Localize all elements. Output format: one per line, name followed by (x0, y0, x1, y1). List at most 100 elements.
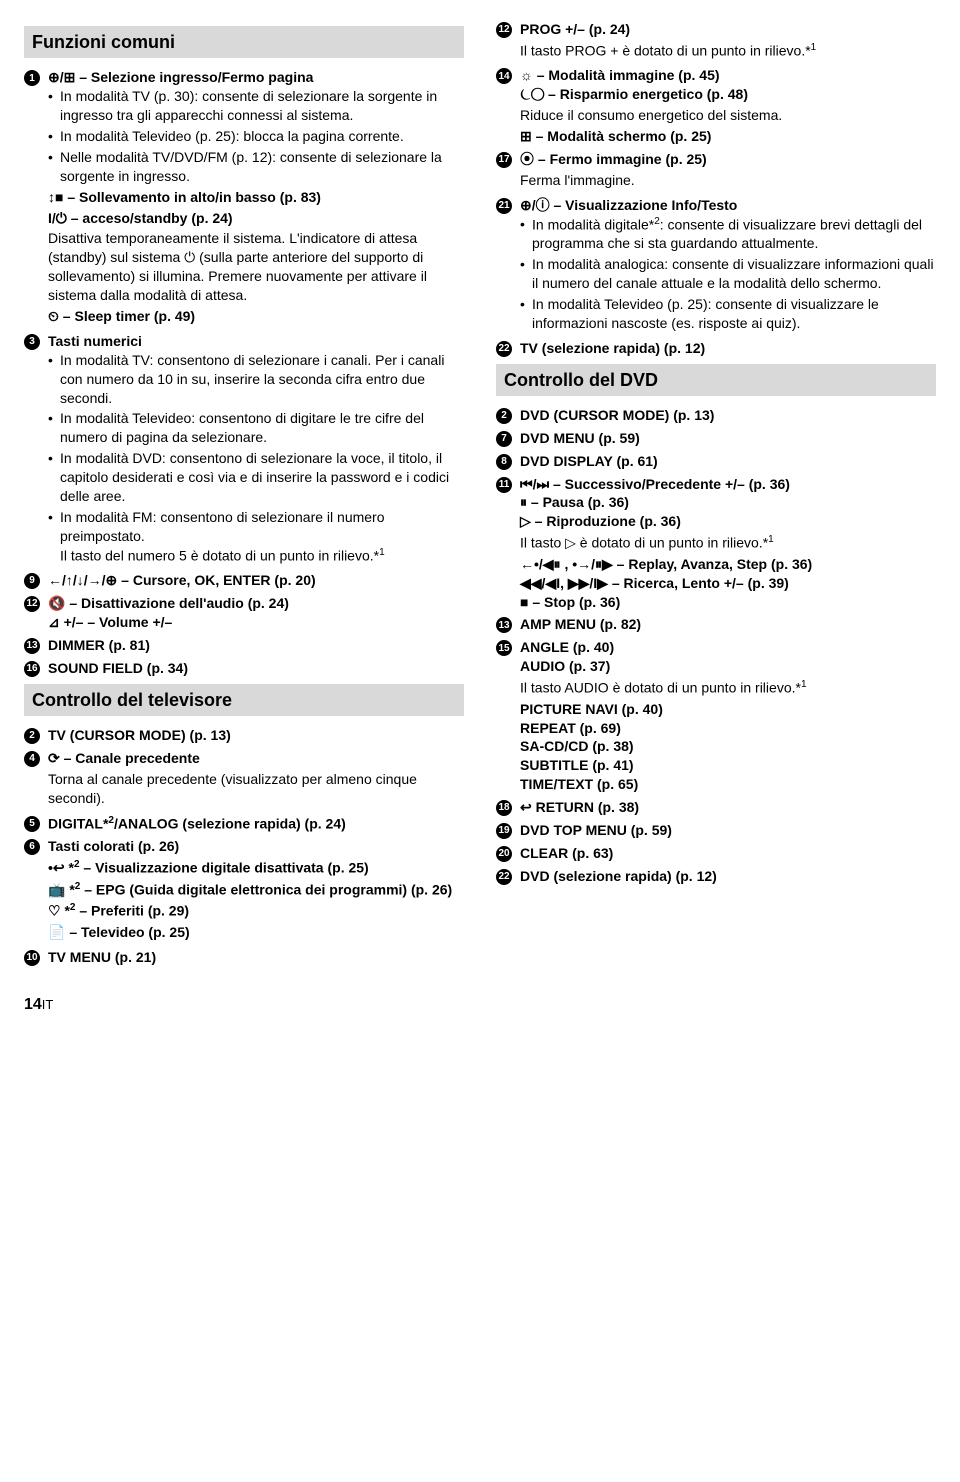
item-17: 17 ⦿ – Fermo immagine (p. 25) Ferma l'im… (496, 150, 936, 192)
item-12: 12 🔇 – Disattivazione dell'audio (p. 24)… (24, 594, 464, 632)
item-1-head: ⊕/⊞ – Selezione ingresso/Fermo pagina (48, 68, 464, 87)
item-14-l3: ⊞ – Modalità schermo (p. 25) (520, 127, 936, 146)
item-4-head: ⟳ – Canale precedente (48, 749, 464, 768)
item-5-head: DIGITAL*2/ANALOG (selezione rapida) (p. … (48, 814, 464, 834)
item-d11-l3desc: Il tasto ▷ è dotato di un punto in rilie… (520, 533, 936, 553)
badge-d13: 13 (496, 617, 512, 633)
section-header-funzioni: Funzioni comuni (24, 26, 464, 58)
bullet: In modalità DVD: consentono di seleziona… (48, 449, 464, 506)
item-d15: 15 ANGLE (p. 40) AUDIO (p. 37) Il tasto … (496, 638, 936, 794)
item-1-sub2: ↕■ – Sollevamento in alto/in basso (p. 8… (48, 188, 464, 207)
item-d2: 2 DVD (CURSOR MODE) (p. 13) (496, 406, 936, 425)
item-21-bullets: In modalità digitale*2: consente di visu… (520, 215, 936, 333)
badge-d2: 2 (496, 408, 512, 424)
item-21: 21 ⊕/ⓘ – Visualizzazione Info/Testo In m… (496, 196, 936, 335)
right-column: 12 PROG +/– (p. 24) Il tasto PROG + è do… (496, 20, 936, 970)
bullet: Nelle modalità TV/DVD/FM (p. 12): consen… (48, 148, 464, 186)
page-columns: Funzioni comuni 1 ⊕/⊞ – Selezione ingres… (24, 20, 936, 970)
item-16-head: SOUND FIELD (p. 34) (48, 659, 464, 678)
badge-d20: 20 (496, 846, 512, 862)
badge-d7: 7 (496, 431, 512, 447)
item-d18: 18 ↩ RETURN (p. 38) (496, 798, 936, 817)
item-5: 5 DIGITAL*2/ANALOG (selezione rapida) (p… (24, 814, 464, 834)
item-6-l2: 📺 *2 – EPG (Guida digitale elettronica d… (48, 880, 464, 900)
item-d19-head: DVD TOP MENU (p. 59) (520, 821, 936, 840)
bullet: In modalità TV (p. 30): consente di sele… (48, 87, 464, 125)
badge-3: 3 (24, 334, 40, 350)
item-d8-head: DVD DISPLAY (p. 61) (520, 452, 936, 471)
item-d13-head: AMP MENU (p. 82) (520, 615, 936, 634)
item-4-desc: Torna al canale precedente (visualizzato… (48, 770, 464, 808)
item-16: 16 SOUND FIELD (p. 34) (24, 659, 464, 678)
badge-d15: 15 (496, 640, 512, 656)
badge-1: 1 (24, 70, 40, 86)
item-d15-l7: TIME/TEXT (p. 65) (520, 775, 936, 794)
item-12-head1: 🔇 – Disattivazione dell'audio (p. 24) (48, 594, 464, 613)
item-12-head2: ⊿ +/– – Volume +/– (48, 613, 464, 632)
item-14: 14 ☼ – Modalità immagine (p. 45) ⏾◯ – Ri… (496, 66, 936, 146)
item-d15-l3: PICTURE NAVI (p. 40) (520, 700, 936, 719)
item-d22-head: DVD (selezione rapida) (p. 12) (520, 867, 936, 886)
item-d13: 13 AMP MENU (p. 82) (496, 615, 936, 634)
item-3-head: Tasti numerici (48, 332, 464, 351)
badge-2: 2 (24, 728, 40, 744)
item-d11-l3: ▷ – Riproduzione (p. 36) (520, 512, 936, 531)
item-6-l3: ♡ *2 – Preferiti (p. 29) (48, 901, 464, 921)
item-9: 9 ←/↑/↓/→/⊕ – Cursore, OK, ENTER (p. 20) (24, 571, 464, 590)
item-1-sub3: I/⏻ – acceso/standby (p. 24) (48, 209, 464, 228)
badge-21: 21 (496, 198, 512, 214)
badge-d19: 19 (496, 823, 512, 839)
item-14-l2desc: Riduce il consumo energetico del sistema… (520, 106, 936, 125)
item-21-head: ⊕/ⓘ – Visualizzazione Info/Testo (520, 196, 936, 215)
item-d15-l6: SUBTITLE (p. 41) (520, 756, 936, 775)
section-header-dvd: Controllo del DVD (496, 364, 936, 396)
item-13-head: DIMMER (p. 81) (48, 636, 464, 655)
item-10: 10 TV MENU (p. 21) (24, 948, 464, 967)
item-1-desc3: Disattiva temporaneamente il sistema. L'… (48, 229, 464, 305)
item-17-desc: Ferma l'immagine. (520, 171, 936, 190)
item-d15-l2: AUDIO (p. 37) (520, 657, 936, 676)
item-22: 22 TV (selezione rapida) (p. 12) (496, 339, 936, 358)
page-footer: 14IT (24, 994, 936, 1016)
bullet: In modalità Televideo: consentono di dig… (48, 409, 464, 447)
bullet: In modalità TV: consentono di selezionar… (48, 351, 464, 408)
item-22-head: TV (selezione rapida) (p. 12) (520, 339, 936, 358)
badge-r12: 12 (496, 22, 512, 38)
bullet: In modalità Televideo (p. 25): blocca la… (48, 127, 464, 146)
page-number: 14 (24, 996, 42, 1013)
item-6-head: Tasti colorati (p. 26) (48, 837, 464, 856)
badge-4: 4 (24, 751, 40, 767)
item-13: 13 DIMMER (p. 81) (24, 636, 464, 655)
left-column: Funzioni comuni 1 ⊕/⊞ – Selezione ingres… (24, 20, 464, 970)
badge-6: 6 (24, 839, 40, 855)
item-d15-l4: REPEAT (p. 69) (520, 719, 936, 738)
section-header-televisore: Controllo del televisore (24, 684, 464, 716)
item-1-bullets: In modalità TV (p. 30): consente di sele… (48, 87, 464, 185)
item-1: 1 ⊕/⊞ – Selezione ingresso/Fermo pagina … (24, 68, 464, 328)
item-d11-l5: ◀◀/◀I, ▶▶/I▶ – Ricerca, Lento +/– (p. 39… (520, 574, 936, 593)
item-6-l1: •↩ *2 – Visualizzazione digitale disatti… (48, 858, 464, 878)
item-2: 2 TV (CURSOR MODE) (p. 13) (24, 726, 464, 745)
item-3-bullets: In modalità TV: consentono di selezionar… (48, 351, 464, 565)
item-d8: 8 DVD DISPLAY (p. 61) (496, 452, 936, 471)
item-r12: 12 PROG +/– (p. 24) Il tasto PROG + è do… (496, 20, 936, 62)
item-d7-head: DVD MENU (p. 59) (520, 429, 936, 448)
item-14-l1: ☼ – Modalità immagine (p. 45) (520, 66, 936, 85)
item-d11-l6: ■ – Stop (p. 36) (520, 593, 936, 612)
item-6: 6 Tasti colorati (p. 26) •↩ *2 – Visuali… (24, 837, 464, 943)
bullet: In modalità FM: consentono di selezionar… (48, 508, 464, 565)
bullet: In modalità analogica: consente di visua… (520, 255, 936, 293)
badge-d8: 8 (496, 454, 512, 470)
item-d19: 19 DVD TOP MENU (p. 59) (496, 821, 936, 840)
badge-13: 13 (24, 638, 40, 654)
item-d18-head: ↩ RETURN (p. 38) (520, 798, 936, 817)
item-d11: 11 ⏮/⏭ – Successivo/Precedente +/– (p. 3… (496, 475, 936, 612)
badge-12: 12 (24, 596, 40, 612)
item-14-l2: ⏾◯ – Risparmio energetico (p. 48) (520, 85, 936, 104)
item-10-head: TV MENU (p. 21) (48, 948, 464, 967)
item-d22: 22 DVD (selezione rapida) (p. 12) (496, 867, 936, 886)
badge-d11: 11 (496, 477, 512, 493)
item-d20: 20 CLEAR (p. 63) (496, 844, 936, 863)
item-d15-l1: ANGLE (p. 40) (520, 638, 936, 657)
bullet: In modalità Televideo (p. 25): consente … (520, 295, 936, 333)
